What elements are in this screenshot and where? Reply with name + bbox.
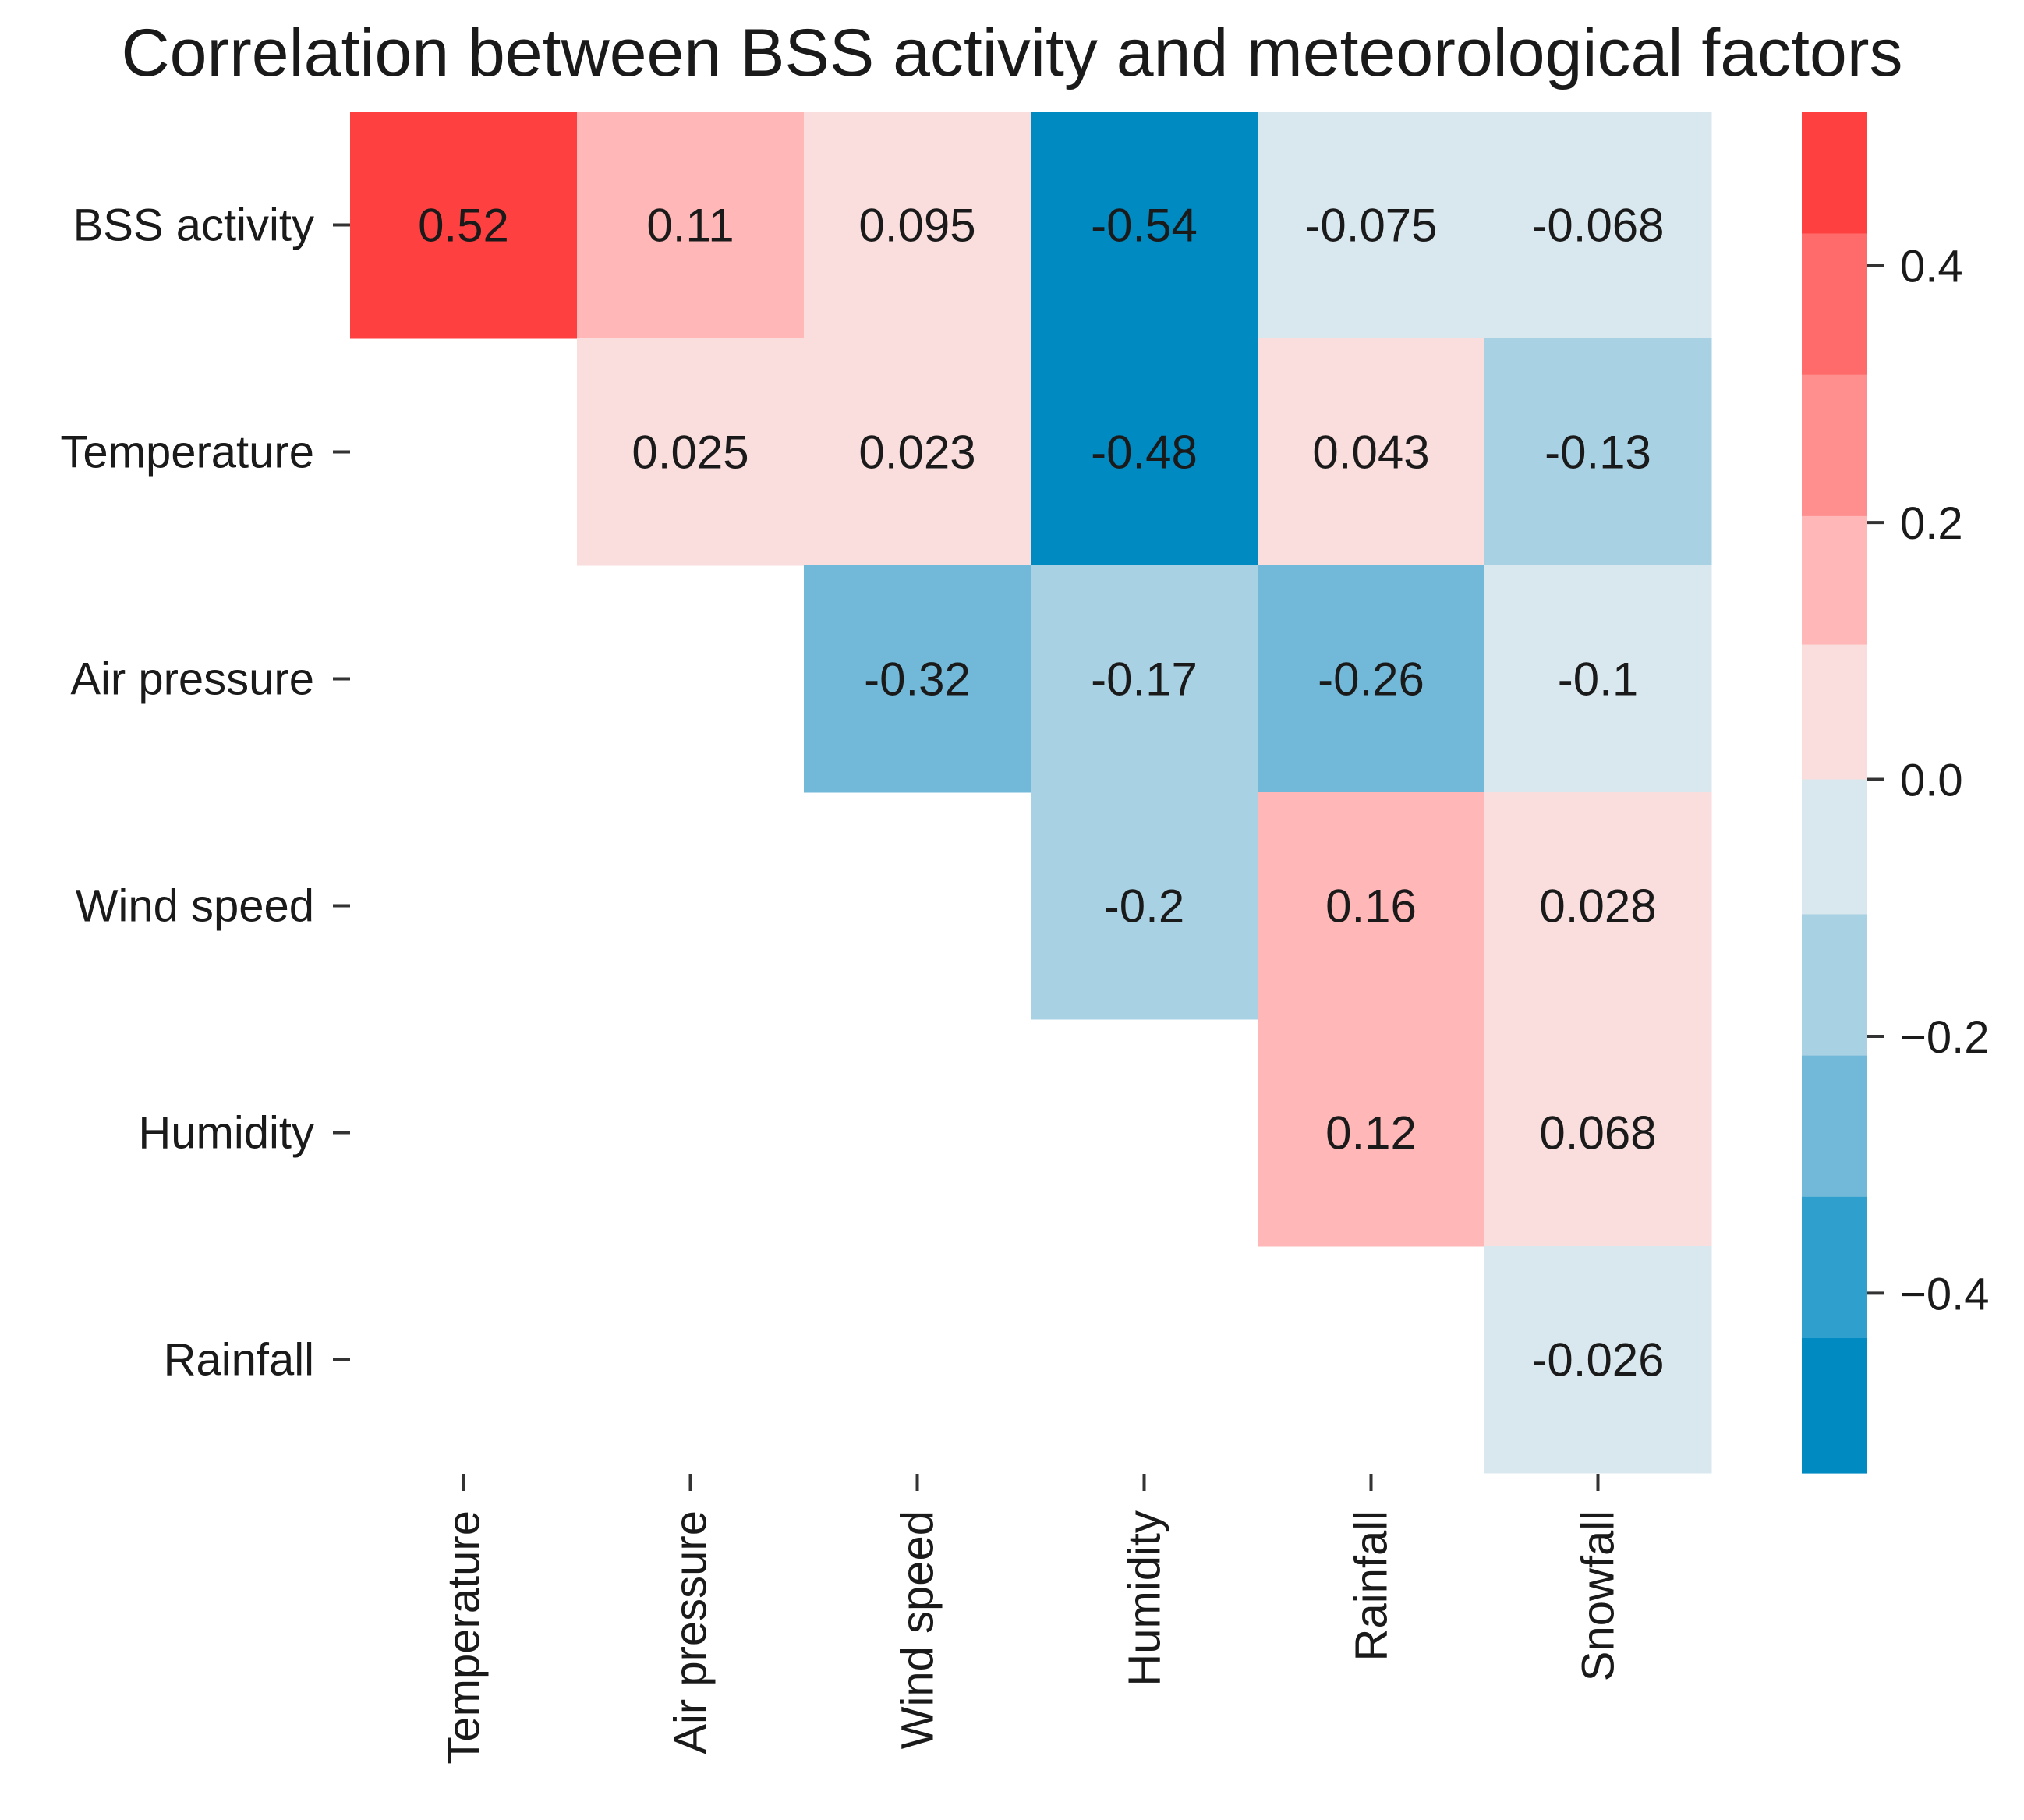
row-label: Wind speed <box>76 881 314 932</box>
heatmap-cell <box>1258 338 1485 566</box>
colorbar-tick-label: 0.4 <box>1900 242 1963 292</box>
cell-value-label: 0.023 <box>858 427 975 479</box>
cell-value-label: -0.26 <box>1318 653 1424 706</box>
colorbar-tick-label: −0.2 <box>1900 1012 1990 1063</box>
heatmap-cell <box>804 338 1031 566</box>
cell-value-label: 0.095 <box>858 200 975 252</box>
cell-value-label: -0.48 <box>1091 427 1198 479</box>
heatmap-cell <box>577 338 805 566</box>
cell-value-label: 0.043 <box>1312 427 1429 479</box>
cell-value-label: 0.025 <box>632 427 748 479</box>
heatmap-cell <box>1258 1019 1485 1247</box>
heatmap-cell <box>1031 565 1258 793</box>
cell-value-label: -0.068 <box>1531 200 1664 252</box>
colorbar-segment <box>1802 779 1867 915</box>
heatmap-cell <box>1484 112 1712 339</box>
heatmap-cell <box>1258 792 1485 1020</box>
colorbar-segment <box>1802 644 1867 781</box>
row-label: Temperature <box>60 427 314 478</box>
colorbar: 0.4 0.2 0.0 −0.2 −0.4 <box>1802 112 1990 1474</box>
colorbar-segment <box>1802 914 1867 1057</box>
colorbar-segment <box>1802 515 1867 646</box>
row-label: BSS activity <box>73 200 314 251</box>
heatmap-cell <box>804 112 1031 339</box>
colorbar-segment <box>1802 1338 1867 1474</box>
cell-value-label: 0.068 <box>1539 1107 1656 1160</box>
row-label: Humidity <box>138 1108 314 1159</box>
heatmap-cell <box>1031 338 1258 566</box>
heatmap-cell <box>1484 565 1712 793</box>
row-label: Air pressure <box>70 654 314 705</box>
heatmap-cells: 0.52 0.11 0.095 -0.54 -0.075 -0.068 0.025 0.023… <box>350 112 1712 1474</box>
cell-value-label: -0.1 <box>1558 653 1638 706</box>
cell-value-label: 0.52 <box>418 200 509 252</box>
cell-value-label: 0.12 <box>1325 1107 1417 1160</box>
cell-value-label: -0.026 <box>1531 1334 1664 1386</box>
cell-value-label: -0.54 <box>1091 200 1198 252</box>
colorbar-tick-label: −0.4 <box>1900 1269 1990 1319</box>
cell-value-label: 0.16 <box>1325 880 1417 933</box>
colorbar-segment <box>1802 374 1867 517</box>
heatmap-cell <box>1258 565 1485 793</box>
column-label: Air pressure <box>666 1510 717 1754</box>
row-labels: BSS activity Temperature Air pressure Wind … <box>60 200 350 1386</box>
heatmap-cell <box>577 112 805 339</box>
heatmap-cell <box>1484 338 1712 566</box>
heatmap-cell <box>804 565 1031 793</box>
colorbar-segment <box>1802 233 1867 376</box>
colorbar-segment <box>1802 1055 1867 1198</box>
heatmap-cell <box>1031 792 1258 1020</box>
cell-value-label: -0.17 <box>1091 653 1198 706</box>
column-label: Rainfall <box>1346 1510 1397 1661</box>
column-label: Temperature <box>439 1510 490 1765</box>
heatmap-cell <box>1484 1019 1712 1247</box>
column-label: Snowfall <box>1573 1510 1624 1681</box>
cell-value-label: -0.13 <box>1545 427 1651 479</box>
column-label: Humidity <box>1120 1510 1170 1687</box>
heatmap-cell <box>350 112 578 339</box>
cell-value-label: -0.075 <box>1304 200 1437 252</box>
heatmap-cell <box>1031 112 1258 339</box>
cell-value-label: -0.32 <box>864 653 971 706</box>
heatmap-cell <box>1258 112 1485 339</box>
heatmap-cell <box>1484 792 1712 1020</box>
colorbar-segment <box>1802 1196 1867 1339</box>
colorbar-tick-label: 0.2 <box>1900 498 1963 549</box>
cell-value-label: 0.11 <box>646 200 734 252</box>
column-labels: Temperature Air pressure Wind speed Humidit… <box>439 1474 1624 1765</box>
colorbar-segment <box>1802 112 1867 235</box>
row-label: Rainfall <box>164 1335 314 1386</box>
cell-value-label: 0.028 <box>1539 880 1656 933</box>
heatmap-cell <box>1484 1246 1712 1474</box>
colorbar-tick-label: 0.0 <box>1900 756 1963 806</box>
column-label: Wind speed <box>893 1510 943 1749</box>
cell-value-label: -0.2 <box>1104 880 1184 933</box>
chart-title: Correlation between BSS activity and met… <box>122 16 1903 90</box>
